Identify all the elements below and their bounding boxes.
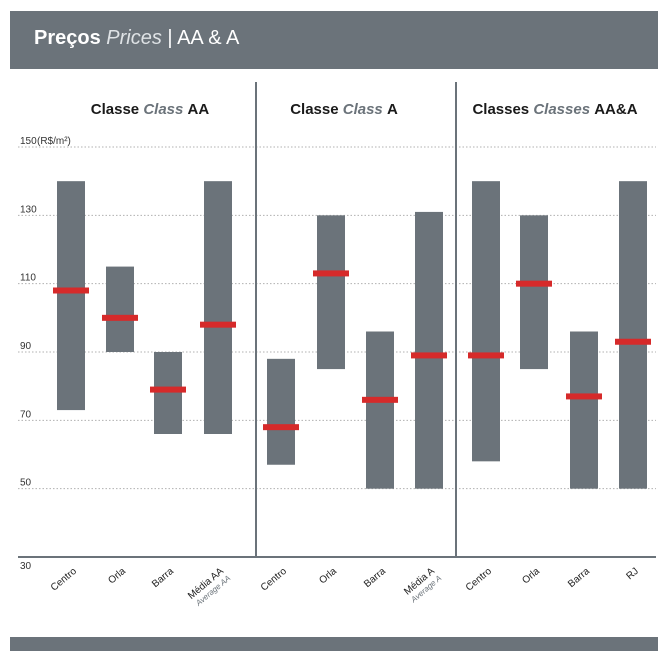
average-marker xyxy=(263,424,299,431)
average-marker xyxy=(566,393,602,400)
y-tick-label: 130 xyxy=(20,204,37,215)
range-bar xyxy=(106,266,134,352)
y-tick-label: 110 xyxy=(20,273,36,284)
range-bar xyxy=(267,358,295,465)
average-marker xyxy=(313,270,349,277)
range-bar xyxy=(204,181,232,434)
y-tick-label: 50 xyxy=(20,478,32,489)
panel-title: Classe Class AA xyxy=(91,101,210,118)
range-bar xyxy=(520,215,548,370)
category-label: Centro xyxy=(49,566,79,594)
category-label: Orla xyxy=(106,566,128,587)
range-bar xyxy=(57,181,85,411)
category-label: Barra xyxy=(150,566,176,590)
average-marker xyxy=(615,338,651,345)
panel-title: Classe Class A xyxy=(290,101,398,118)
category-label: Barra xyxy=(566,566,592,590)
y-tick-label: 30 xyxy=(20,561,32,572)
category-label: Centro xyxy=(259,566,289,594)
header-title: Preços Prices | AA & A xyxy=(34,27,239,50)
header-title-suffix: | AA & A xyxy=(167,27,240,49)
footer-bar xyxy=(10,637,658,651)
average-marker xyxy=(53,287,89,294)
category-label: Orla xyxy=(317,566,339,587)
category-label: RJ xyxy=(624,566,640,582)
panel-title: Classes Classes AA&A xyxy=(472,101,637,118)
y-tick-label: 150 xyxy=(20,136,37,147)
average-marker xyxy=(411,352,447,359)
header-bar: Preços Prices | AA & A xyxy=(10,11,658,69)
y-unit-label: (R$/m²) xyxy=(37,136,71,147)
range-bar xyxy=(154,352,182,434)
y-tick-label: 90 xyxy=(20,341,32,352)
range-bar xyxy=(366,331,394,489)
average-marker xyxy=(150,386,186,393)
average-marker xyxy=(468,352,504,359)
range-bar xyxy=(317,215,345,370)
range-bar xyxy=(472,181,500,462)
category-label: Orla xyxy=(520,566,542,587)
category-label: Barra xyxy=(362,566,388,590)
average-marker xyxy=(362,396,398,403)
header-title-en: Prices xyxy=(106,27,162,49)
average-marker xyxy=(102,314,138,321)
average-marker xyxy=(200,321,236,328)
category-label: Centro xyxy=(464,566,494,594)
header-title-pt: Preços xyxy=(34,27,101,49)
y-tick-label: 70 xyxy=(20,409,32,420)
average-marker xyxy=(516,280,552,287)
range-bar xyxy=(570,331,598,489)
range-bar xyxy=(415,211,443,489)
range-bar xyxy=(619,181,647,489)
